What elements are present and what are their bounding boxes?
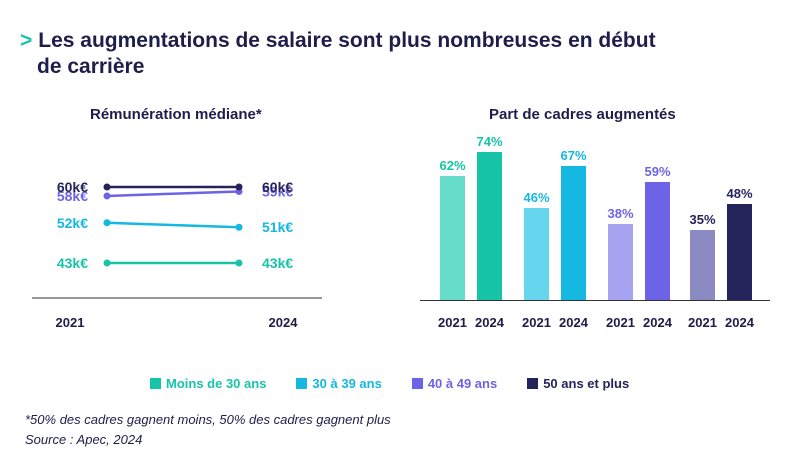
data-point: [103, 259, 111, 267]
bar: [524, 208, 549, 300]
legend-swatch: [296, 378, 308, 389]
bar: [645, 182, 670, 300]
legend-label: 30 à 39 ans: [312, 376, 382, 391]
bar-value-label: 38%: [607, 206, 633, 221]
data-label: 60k€: [262, 179, 293, 195]
title-line-1: Les augmentations de salaire sont plus n…: [38, 29, 656, 52]
x-tick-label: 2021: [56, 315, 85, 330]
data-label: 59k€: [262, 183, 293, 199]
x-tick-label: 2024: [559, 315, 589, 330]
data-label: 43k€: [262, 255, 293, 271]
data-label: 51k€: [262, 219, 293, 235]
data-label: 60k€: [57, 179, 88, 195]
x-tick-label: 2024: [475, 315, 505, 330]
bar: [561, 166, 586, 300]
data-point: [235, 183, 243, 191]
bar: [440, 176, 465, 300]
legend-label: 40 à 49 ans: [427, 376, 498, 391]
data-point: [103, 183, 111, 191]
x-tick-label: 2021: [522, 315, 551, 330]
bar-value-label: 74%: [476, 134, 502, 149]
legend-swatch: [411, 378, 423, 389]
x-tick-label: 2021: [606, 315, 635, 330]
x-tick-label: 2024: [725, 315, 755, 330]
page-title: > Les augmentations de salaire sont plus …: [20, 28, 656, 80]
bar-chart-title: Part de cadres augmentés: [489, 106, 676, 123]
bar-value-label: 62%: [439, 158, 465, 173]
data-point: [235, 223, 243, 231]
legend-label: 50 ans et plus: [543, 376, 630, 391]
bar: [690, 230, 715, 300]
legend-label: Moins de 30 ans: [166, 376, 267, 391]
data-label: 43k€: [57, 255, 88, 271]
x-tick-label: 2021: [438, 315, 467, 330]
bar: [608, 224, 633, 300]
x-tick-label: 2024: [269, 315, 299, 330]
bar-value-label: 59%: [644, 164, 670, 179]
legend-item-30-39: 30 à 39 ans: [296, 376, 382, 391]
line-chart-title: Rémunération médiane*: [90, 106, 262, 123]
chevron-right-icon: >: [20, 29, 33, 52]
title-line-2: de carrière: [37, 55, 145, 78]
legend-item-40-49: 40 à 49 ans: [411, 376, 498, 391]
bar: [727, 204, 752, 300]
data-label: 52k€: [57, 215, 88, 231]
legend-swatch: [150, 378, 161, 389]
series-line: [106, 190, 240, 198]
series-line: [106, 221, 240, 229]
bar-value-label: 67%: [560, 148, 586, 163]
data-point: [235, 259, 243, 267]
footnote: *50% des cadres gagnent moins, 50% des c…: [25, 412, 391, 427]
source-note: Source : Apec, 2024: [25, 432, 143, 447]
legend-swatch: [527, 378, 539, 389]
bar-value-label: 35%: [689, 212, 715, 227]
data-label: 58k€: [57, 188, 88, 204]
bar-value-label: 48%: [726, 186, 752, 201]
legend: Moins de 30 ans 30 à 39 ans 40 à 49 ans …: [150, 376, 629, 391]
data-point: [103, 219, 111, 227]
x-tick-label: 2021: [688, 315, 717, 330]
bar: [477, 152, 502, 300]
bar-value-label: 46%: [523, 190, 549, 205]
data-point: [103, 192, 111, 200]
legend-item-50-plus: 50 ans et plus: [527, 376, 629, 391]
legend-item-moins-30: Moins de 30 ans: [150, 376, 266, 391]
x-tick-label: 2024: [643, 315, 673, 330]
